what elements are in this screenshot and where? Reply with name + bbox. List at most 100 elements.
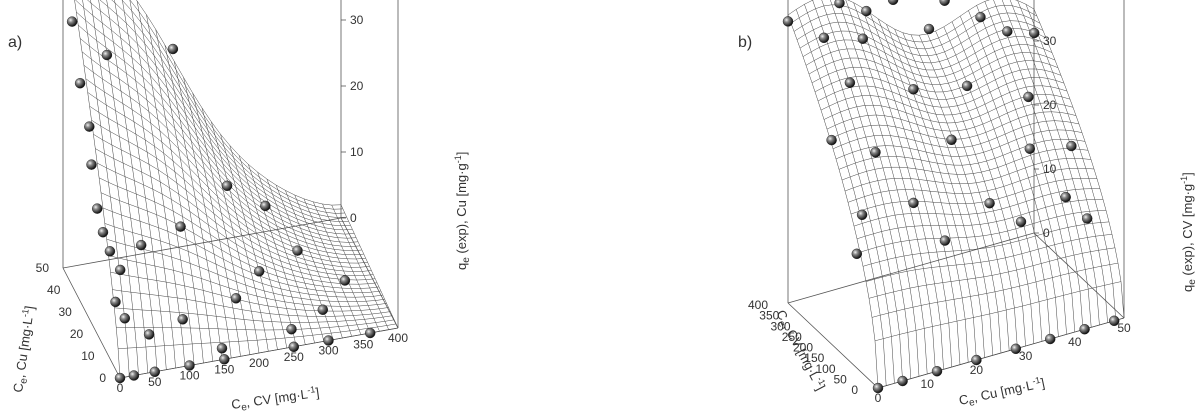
panel-a-y-tick-label: 0 bbox=[99, 371, 106, 385]
panel-a-surface-line bbox=[114, 0, 167, 370]
panel-b-surface-line bbox=[787, 0, 1035, 36]
panel-a-data-point bbox=[91, 203, 103, 214]
panel-a-surface-line bbox=[110, 271, 389, 312]
panel-a-data-point bbox=[292, 245, 303, 256]
panel-a-x-tick-label: 50 bbox=[148, 375, 162, 389]
panel-a-surface-line bbox=[85, 78, 364, 256]
panel-a-surface-line bbox=[136, 0, 342, 206]
panel-a-surface-line bbox=[78, 24, 357, 239]
panel-b-z-tick-label: 0 bbox=[1043, 226, 1050, 240]
panel-a-surface-line bbox=[99, 0, 349, 222]
panel-a-surface-line bbox=[97, 162, 376, 281]
panel-a-surface-line bbox=[91, 119, 370, 268]
panel-b-frame-edge bbox=[1033, 232, 1125, 319]
panel-a-data-point bbox=[110, 296, 121, 308]
panel-a-z-axis-label: qe (exp), Cu [mg·g-1] bbox=[453, 152, 472, 270]
panel-b-data-point bbox=[1066, 140, 1077, 152]
panel-b-surface-line bbox=[802, 36, 1050, 71]
panel-b-data-point bbox=[939, 235, 951, 246]
panel-b-data-point bbox=[975, 11, 986, 23]
panel-b-data-point bbox=[782, 16, 794, 27]
panel-a-data-point bbox=[143, 329, 155, 340]
panel-a-z-tick-label: 20 bbox=[350, 79, 364, 93]
panel-b-y-tick-label: 100 bbox=[815, 362, 835, 376]
panel-a-x-tick-label: 0 bbox=[117, 381, 124, 395]
panel-b-data-point bbox=[908, 84, 919, 95]
panel-a-surface-line bbox=[112, 289, 391, 317]
panel-a-surface-line bbox=[118, 323, 397, 349]
panel-a-surface-line bbox=[76, 11, 355, 235]
panel-b-surface-line bbox=[844, 158, 1092, 192]
panel-a-marks: 0 50 100 150 200 250 300 350 400 0 10 20 30 40 50 0 10 20… bbox=[36, 0, 408, 395]
panel-b-y-tick-label: 150 bbox=[804, 351, 824, 365]
panel-a-data-point bbox=[74, 77, 86, 89]
panel-a-data-point bbox=[221, 180, 233, 192]
panel-a-frame-edge bbox=[62, 267, 121, 379]
panel-a-frame-edge bbox=[62, 217, 342, 269]
panel-b-y-tick-label: 50 bbox=[833, 372, 847, 386]
panel-b-data-point bbox=[1108, 315, 1120, 326]
panel-b-data-point bbox=[1023, 91, 1034, 103]
panel-a-surface-line bbox=[119, 327, 399, 379]
panel-a-z-tick-label: 0 bbox=[350, 211, 357, 225]
panel-a-x-tick-label: 150 bbox=[214, 362, 234, 376]
panel-b-surface-line bbox=[835, 129, 1083, 160]
panel-b-data-point bbox=[1010, 343, 1021, 354]
panel-a-data-point bbox=[216, 343, 228, 354]
panel-a-y-tick-label: 50 bbox=[36, 261, 50, 275]
panel-b-data-point bbox=[923, 23, 935, 35]
panel-b-surface-line bbox=[790, 4, 1038, 43]
panel-b-x-tick-label: 10 bbox=[921, 377, 935, 391]
panel-a-surface-line bbox=[87, 0, 351, 227]
panel-b-surface-line bbox=[850, 178, 1098, 215]
panel-b-data-point bbox=[1081, 213, 1093, 224]
panel-b-data-point bbox=[1028, 27, 1040, 39]
panel-b-surface-line bbox=[943, 26, 1035, 344]
panel-b-surface-line bbox=[1017, 0, 1108, 323]
panel-b-surface-line bbox=[804, 4, 895, 384]
panel-a-data-point bbox=[230, 293, 242, 304]
panel-b-data-point bbox=[984, 197, 995, 209]
panel-a-surface-line bbox=[81, 51, 361, 247]
panel-b-data-point bbox=[939, 0, 950, 6]
panel-a-data-point bbox=[365, 327, 376, 339]
panel-a-data-point bbox=[101, 49, 113, 61]
panel-a-surface-line bbox=[100, 192, 380, 289]
panel-a-data-point bbox=[114, 372, 126, 384]
panel-b-x-tick-label: 50 bbox=[1117, 321, 1131, 335]
panel-b-data-point bbox=[826, 134, 837, 146]
panel-a-surface-line bbox=[257, 172, 315, 344]
panel-a-data-point bbox=[114, 264, 126, 276]
panel-b-surface-line bbox=[886, 24, 977, 361]
panel-a-y-tick-label: 30 bbox=[58, 305, 72, 319]
panel-b-data-point bbox=[844, 77, 856, 88]
panel-a-label: a) bbox=[8, 34, 22, 51]
panel-b-z-tick-label: 30 bbox=[1043, 34, 1057, 48]
panel-a-data-point bbox=[128, 370, 140, 381]
panel-a-surface-line bbox=[89, 105, 368, 264]
panel-b-data-point bbox=[1079, 324, 1090, 335]
panel-b-data-point bbox=[861, 5, 872, 17]
panel-a-x-axis-label: Ce, CV [mg·L-1] bbox=[230, 384, 320, 411]
panel-a-surface-line bbox=[104, 223, 383, 298]
panel-a-surface-line bbox=[98, 177, 378, 285]
panel-a-surface-line bbox=[93, 134, 372, 272]
panel-b-frame-edge bbox=[787, 302, 879, 389]
panel-b-frame-edge bbox=[787, 232, 1035, 304]
panel-a-surface-line bbox=[173, 61, 232, 359]
panel-b-data-point bbox=[834, 0, 845, 9]
panel-b-surface-line bbox=[832, 120, 1080, 150]
panel-a-data-point bbox=[104, 246, 116, 257]
panel-a-data-point bbox=[175, 221, 186, 232]
panel-a-data-point bbox=[286, 324, 297, 335]
panel-a-surface-line bbox=[83, 65, 362, 251]
panel-a-frame-edge bbox=[340, 217, 399, 329]
panel-b-x-tick-label: 20 bbox=[970, 363, 984, 377]
panel-b-surface-line bbox=[959, 16, 1051, 340]
panel-b-data-point bbox=[887, 0, 899, 5]
panel-b-y-tick-label: 350 bbox=[759, 309, 779, 323]
panel-b-data-point bbox=[857, 33, 868, 44]
panel-b-data-point bbox=[851, 248, 862, 260]
panel-b-data-point bbox=[872, 382, 884, 394]
